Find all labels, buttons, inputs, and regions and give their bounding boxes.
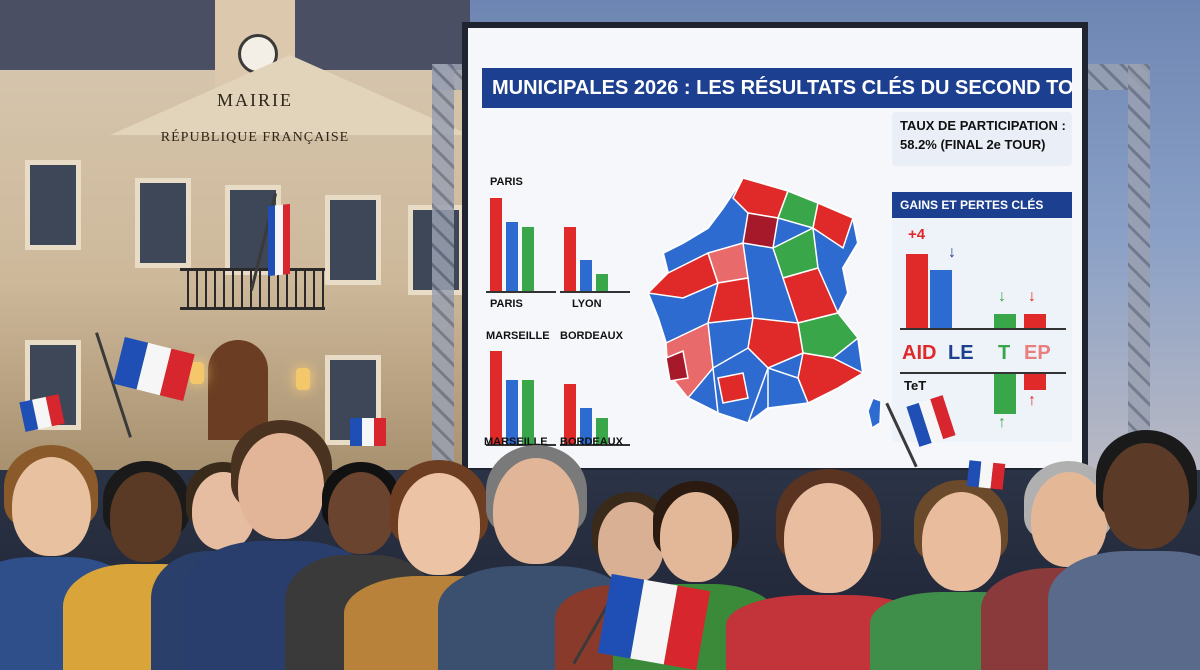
map-region — [812, 201, 854, 250]
chart-label-bordeaux: BORDEAUX — [560, 436, 623, 448]
person-head — [1103, 442, 1190, 550]
person-head — [921, 492, 1001, 591]
down-arrow-icon: ↓ — [948, 244, 956, 261]
gains-baseline — [900, 328, 1066, 330]
chart-label-lyon: LYON — [572, 298, 602, 310]
gain-bar-blue — [930, 270, 952, 328]
arched-door — [208, 340, 268, 440]
up-arrow-icon: ↑ — [1028, 392, 1036, 409]
lamp — [296, 368, 310, 390]
chart-baseline — [560, 444, 630, 446]
gains-title: GAINS ET PERTES CLÉS — [892, 192, 1072, 218]
town-hall-building: MAIRIE RÉPUBLIQUE FRANÇAISE — [0, 0, 470, 470]
window — [325, 195, 381, 285]
chart-baseline — [560, 291, 630, 293]
stage-truss-right — [1128, 64, 1150, 504]
results-screen: MUNICIPALES 2026 : LES RÉSULTATS CLÉS DU… — [462, 22, 1088, 474]
map-corsica — [867, 397, 882, 430]
chart-bar — [596, 417, 608, 446]
window — [135, 178, 191, 268]
person-head — [328, 472, 394, 554]
person-head — [397, 472, 480, 575]
chart-bar — [596, 274, 608, 293]
screen-title: MUNICIPALES 2026 : LES RÉSULTATS CLÉS DU… — [482, 68, 1072, 108]
chart-title-marseille: MARSEILLE — [486, 330, 550, 342]
loss-bar-red-top — [1024, 314, 1046, 328]
chart-bordeaux — [560, 346, 630, 446]
party-label-aid: AID — [902, 342, 937, 364]
chart-title-paris: PARIS — [490, 176, 523, 188]
chart-bar — [580, 259, 592, 293]
map-region — [665, 349, 689, 382]
map-region — [767, 366, 810, 409]
pediment — [110, 55, 470, 135]
chart-marseille — [486, 346, 556, 446]
chart-bar — [490, 198, 502, 293]
chart-bar — [522, 379, 534, 446]
chart-bar — [490, 351, 502, 446]
france-results-map — [648, 176, 882, 430]
chart-paris — [486, 193, 556, 293]
window — [25, 160, 81, 250]
map-region — [747, 317, 804, 369]
lamp — [190, 362, 204, 384]
person-head — [784, 482, 874, 594]
chart-baseline — [486, 291, 556, 293]
chart-bar — [580, 408, 592, 446]
person-head — [1030, 472, 1107, 567]
gains-bottom-label: TeT — [904, 378, 927, 393]
waved-flag — [966, 460, 1006, 490]
person-head — [238, 432, 325, 540]
building-flag — [268, 203, 290, 277]
loss-bar-red — [1024, 374, 1046, 390]
party-label-t: T — [998, 342, 1011, 364]
person-head — [109, 472, 183, 563]
chart-bar — [564, 226, 576, 293]
participation-label: TAUX DE PARTICIPATION : — [900, 118, 1066, 133]
loss-bar-green-top — [994, 314, 1016, 328]
party-label-ep: EP — [1024, 342, 1051, 364]
mairie-sign: MAIRIE — [217, 90, 293, 110]
chart-bar — [506, 221, 518, 293]
chart-title-bordeaux: BORDEAUX — [560, 330, 623, 342]
gain-plus-value: +4 — [908, 226, 926, 243]
chart-bar — [522, 226, 534, 293]
party-label-le: LE — [948, 342, 974, 364]
up-arrow-icon: ↑ — [998, 414, 1006, 431]
chart-baseline — [486, 444, 556, 446]
person-head — [493, 457, 580, 565]
person-head — [598, 502, 664, 584]
gain-bar-red — [906, 254, 928, 328]
chart-label-paris: PARIS — [490, 298, 523, 310]
participation-box: TAUX DE PARTICIPATION : 58.2% (FINAL 2e … — [892, 112, 1072, 166]
person-head — [659, 492, 733, 583]
chart-lyon — [560, 193, 630, 293]
map-region — [742, 212, 779, 249]
loss-bar-green — [994, 374, 1016, 414]
down-arrow-icon: ↓ — [1028, 288, 1036, 305]
waved-flag — [350, 418, 386, 446]
participation-value: 58.2% (FINAL 2e TOUR) — [900, 137, 1046, 152]
stage-truss-left — [432, 64, 454, 504]
chart-bar — [506, 379, 518, 446]
gains-losses-panel: GAINS ET PERTES CLÉS +4 ↓ ↓ ↓ AID LE T E… — [892, 192, 1072, 442]
map-region — [648, 251, 719, 299]
chart-bar — [564, 384, 576, 446]
republique-inscription: RÉPUBLIQUE FRANÇAISE — [160, 130, 350, 145]
person-body — [1047, 550, 1200, 670]
person-head — [11, 457, 91, 556]
waved-flag — [597, 573, 711, 670]
down-arrow-icon: ↓ — [998, 288, 1006, 305]
map-region — [717, 372, 749, 404]
gains-baseline-2 — [900, 372, 1066, 374]
